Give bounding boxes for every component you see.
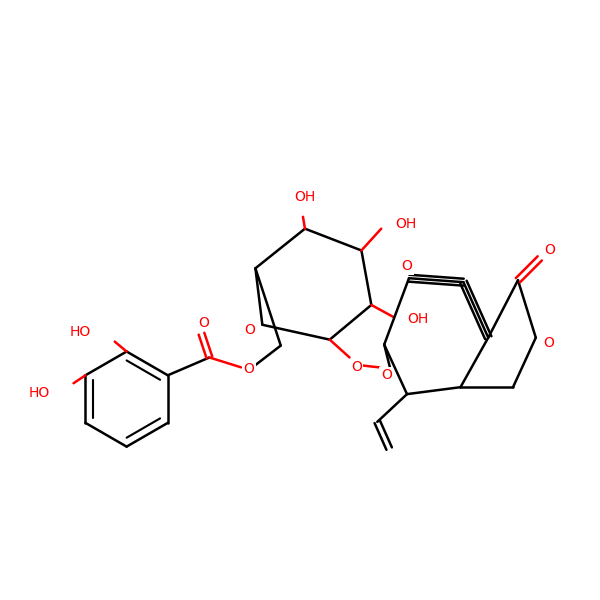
- Text: O: O: [198, 316, 209, 330]
- Text: O: O: [401, 259, 412, 274]
- Text: OH: OH: [395, 217, 416, 231]
- Text: O: O: [543, 335, 554, 350]
- Text: O: O: [351, 361, 362, 374]
- Text: OH: OH: [295, 190, 316, 204]
- Text: HO: HO: [29, 386, 50, 400]
- Text: O: O: [244, 323, 255, 337]
- Text: O: O: [244, 362, 254, 376]
- Text: OH: OH: [407, 312, 428, 326]
- Text: O: O: [381, 368, 392, 382]
- Text: HO: HO: [70, 325, 91, 339]
- Text: O: O: [544, 244, 555, 257]
